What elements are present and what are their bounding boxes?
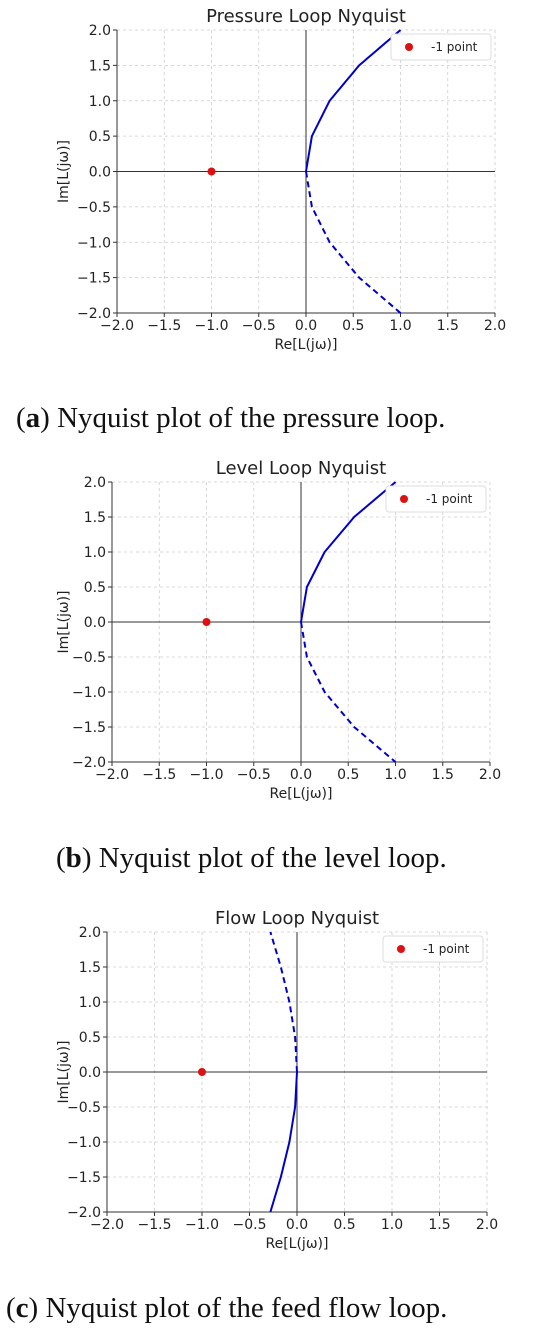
flow-y-tick-label: −2.0 — [67, 1205, 101, 1221]
flow-y-tick-label: −1.0 — [67, 1135, 101, 1151]
pressure-x-axis-label: Re[L(jω)] — [275, 337, 338, 353]
level-legend-label: -1 point — [426, 492, 473, 506]
flow-y-tick-label: 0.5 — [79, 1030, 101, 1046]
caption-a: (a) Nyquist plot of the pressure loop. — [16, 402, 445, 434]
pressure-legend-label: -1 point — [431, 40, 478, 54]
caption-c: (c) Nyquist plot of the feed flow loop. — [6, 1292, 447, 1324]
flow-minus-one-point-marker — [198, 1068, 206, 1076]
flow-y-tick-label: −0.5 — [67, 1100, 101, 1116]
pressure-chart-title: Pressure Loop Nyquist — [206, 6, 406, 27]
flow-nyquist-solid-curve — [269, 1071, 298, 1213]
level-x-tick-label: 0.0 — [290, 767, 312, 783]
level-legend-box — [385, 485, 487, 513]
flow-y-tick-label: 2.0 — [79, 925, 101, 941]
level-y-tick-label: 0.0 — [84, 615, 106, 631]
level-x-tick-label: 1.0 — [384, 767, 406, 783]
flow-y-tick-label: −1.5 — [67, 1170, 101, 1186]
level-x-tick-label: −2.0 — [95, 767, 129, 783]
caption-b: (b) Nyquist plot of the level loop. — [56, 842, 447, 874]
flow-x-tick-label: −1.5 — [138, 1217, 172, 1233]
flow-y-tick-label: 1.5 — [79, 960, 101, 976]
level-y-axis-label: Im[L(jω)] — [56, 590, 72, 653]
pressure-legend-marker-icon — [405, 43, 413, 51]
level-legend-marker-icon — [400, 495, 408, 503]
level-y-tick-label: 1.5 — [84, 510, 106, 526]
caption-a-text: Nyquist plot of the pressure loop. — [57, 402, 445, 434]
flow-y-tick-label: 1.0 — [79, 995, 101, 1011]
flow-y-tick-label: 0.0 — [79, 1065, 101, 1081]
caption-c-label: c — [16, 1292, 29, 1324]
level-x-tick-label: 2.0 — [479, 767, 501, 783]
level-x-tick-label: 1.5 — [432, 767, 454, 783]
flow-x-tick-label: 0.5 — [333, 1217, 355, 1233]
flow-chart-title: Flow Loop Nyquist — [215, 908, 379, 929]
flow-legend-box — [382, 935, 484, 963]
pressure-x-tick-label: −2.0 — [100, 318, 134, 334]
pressure-y-tick-label: −1.5 — [77, 271, 111, 287]
pressure-x-tick-label: −1.5 — [147, 318, 181, 334]
flow-x-tick-label: −2.0 — [90, 1217, 124, 1233]
pressure-nyquist-solid-curve — [305, 29, 402, 172]
flow-legend-label: -1 point — [423, 942, 470, 956]
pressure-x-tick-label: 2.0 — [484, 318, 506, 334]
flow-x-tick-label: 1.5 — [428, 1217, 450, 1233]
level-y-tick-label: 1.0 — [84, 545, 106, 561]
level-y-tick-label: −2.0 — [72, 755, 106, 771]
flow-nyquist-dashed-curve — [269, 931, 298, 1073]
pressure-y-tick-label: 2.0 — [89, 23, 111, 39]
level-y-tick-label: 0.5 — [84, 580, 106, 596]
pressure-nyquist-dashed-curve — [305, 171, 402, 314]
flow-y-axis-label: Im[L(jω)] — [56, 1040, 72, 1103]
pressure-x-tick-label: 1.0 — [389, 318, 411, 334]
level-chart-title: Level Loop Nyquist — [216, 458, 387, 479]
flow-legend-marker-icon — [397, 945, 405, 953]
level-x-tick-label: −1.0 — [190, 767, 224, 783]
flow-x-axis-label: Re[L(jω)] — [266, 1236, 329, 1252]
pressure-minus-one-point-marker — [207, 167, 216, 176]
pressure-y-axis-label: Im[L(jω)] — [56, 140, 72, 203]
flow-x-tick-label: −1.0 — [185, 1217, 219, 1233]
pressure-y-tick-label: −1.0 — [77, 235, 111, 251]
level-y-tick-label: −1.5 — [72, 720, 106, 736]
level-nyquist-solid-curve — [300, 481, 397, 623]
caption-a-label: a — [26, 402, 41, 434]
pressure-loop-chart: −2.0 −1.5 −1.0 −0.5 0.0 0.5 1.0 1.5 2.0 2.0 1.5 1.0… — [56, 6, 506, 353]
flow-x-tick-label: 2.0 — [476, 1217, 498, 1233]
pressure-legend-box — [390, 33, 492, 61]
flow-x-tick-label: −0.5 — [233, 1217, 267, 1233]
level-y-tick-label: 2.0 — [84, 475, 106, 491]
flow-x-tick-label: 1.0 — [381, 1217, 403, 1233]
pressure-x-tick-label: 1.5 — [437, 318, 459, 334]
pressure-x-tick-label: −0.5 — [242, 318, 276, 334]
pressure-y-tick-label: 0.0 — [89, 165, 111, 181]
pressure-y-tick-label: −0.5 — [77, 200, 111, 216]
pressure-y-tick-label: −2.0 — [77, 306, 111, 322]
pressure-y-tick-label: 0.5 — [89, 129, 111, 145]
pressure-y-tick-label: 1.0 — [89, 94, 111, 110]
level-x-tick-label: −1.5 — [142, 767, 176, 783]
level-nyquist-dashed-curve — [300, 621, 397, 763]
pressure-x-tick-label: −1.0 — [195, 318, 229, 334]
caption-b-label: b — [66, 842, 82, 874]
caption-b-text: Nyquist plot of the level loop. — [99, 842, 447, 874]
level-x-tick-label: −0.5 — [237, 767, 271, 783]
pressure-x-tick-label: 0.5 — [342, 318, 364, 334]
level-x-tick-label: 0.5 — [337, 767, 359, 783]
level-minus-one-point-marker — [202, 618, 211, 626]
level-loop-chart: −2.0 −1.5 −1.0 −0.5 0.0 0.5 1.0 1.5 2.0 2.0 1.5 1.0… — [56, 458, 501, 802]
flow-x-tick-label: 0.0 — [286, 1217, 308, 1233]
pressure-y-tick-label: 1.5 — [89, 58, 111, 74]
caption-c-text: Nyquist plot of the feed flow loop. — [45, 1292, 447, 1324]
pressure-x-tick-label: 0.0 — [295, 318, 317, 334]
level-x-axis-label: Re[L(jω)] — [270, 786, 333, 802]
level-y-tick-label: −1.0 — [72, 685, 106, 701]
flow-loop-chart: −2.0 −1.5 −1.0 −0.5 0.0 0.5 1.0 1.5 2.0 2.0 1.5 1.0… — [56, 908, 498, 1252]
level-y-tick-label: −0.5 — [72, 650, 106, 666]
